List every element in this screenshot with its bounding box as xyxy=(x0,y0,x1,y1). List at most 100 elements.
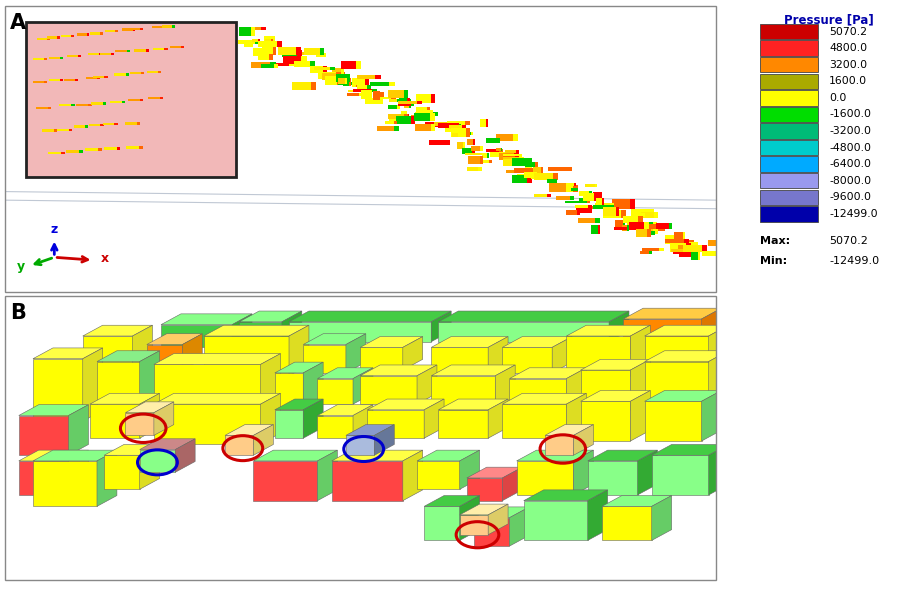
Bar xyxy=(462,121,466,124)
Polygon shape xyxy=(19,405,89,415)
Bar xyxy=(373,91,378,100)
Bar xyxy=(324,77,337,85)
Bar xyxy=(760,140,818,155)
Polygon shape xyxy=(459,515,488,535)
Bar xyxy=(314,67,330,70)
Bar xyxy=(760,157,818,172)
Bar xyxy=(102,102,106,104)
Polygon shape xyxy=(254,425,274,455)
Polygon shape xyxy=(332,461,403,501)
Bar xyxy=(518,154,522,158)
Bar xyxy=(104,75,108,78)
Bar xyxy=(610,203,613,209)
Polygon shape xyxy=(502,348,552,373)
Polygon shape xyxy=(33,450,117,461)
Bar xyxy=(589,191,592,196)
Bar xyxy=(448,125,462,128)
Bar xyxy=(162,25,165,28)
Polygon shape xyxy=(581,370,631,410)
Bar xyxy=(643,213,645,217)
Bar xyxy=(489,160,492,163)
Polygon shape xyxy=(154,365,261,410)
Bar xyxy=(760,107,818,122)
Bar xyxy=(254,48,265,56)
Bar xyxy=(140,28,143,31)
Polygon shape xyxy=(602,507,651,541)
Bar xyxy=(591,226,598,234)
Polygon shape xyxy=(154,402,174,435)
Bar xyxy=(690,250,696,254)
Bar xyxy=(137,122,140,124)
Bar xyxy=(516,156,519,164)
Bar xyxy=(47,38,50,40)
Bar xyxy=(151,25,162,28)
Bar xyxy=(503,159,522,166)
Bar xyxy=(585,184,594,187)
Bar xyxy=(352,82,355,85)
Bar xyxy=(665,239,684,243)
Polygon shape xyxy=(439,322,609,342)
Bar xyxy=(391,97,397,100)
Polygon shape xyxy=(631,391,651,441)
Bar xyxy=(134,49,146,51)
Bar xyxy=(574,183,576,187)
Bar xyxy=(698,252,700,260)
Bar xyxy=(566,183,574,187)
Bar xyxy=(403,99,409,108)
Polygon shape xyxy=(566,336,631,376)
Polygon shape xyxy=(459,450,479,489)
Text: z: z xyxy=(51,223,58,236)
Bar xyxy=(122,28,132,31)
Bar xyxy=(337,77,342,85)
Polygon shape xyxy=(104,445,159,455)
Bar xyxy=(356,74,375,79)
Bar xyxy=(430,124,436,131)
Bar xyxy=(415,112,433,115)
Bar xyxy=(679,251,692,257)
Bar xyxy=(388,105,397,109)
Text: Min:: Min: xyxy=(760,256,787,266)
Bar xyxy=(293,81,311,90)
Polygon shape xyxy=(645,351,728,362)
Bar xyxy=(115,30,118,32)
Bar xyxy=(677,242,693,249)
Bar xyxy=(660,224,665,231)
Bar xyxy=(549,183,566,192)
Bar xyxy=(417,101,422,104)
Bar xyxy=(670,243,686,252)
Bar xyxy=(674,233,683,241)
Bar xyxy=(127,50,130,52)
Bar xyxy=(486,148,498,151)
Bar xyxy=(349,78,351,85)
Bar xyxy=(341,72,345,75)
Bar xyxy=(629,219,637,226)
Bar xyxy=(690,252,698,260)
Bar xyxy=(304,48,320,55)
Bar xyxy=(644,222,649,230)
Text: 5070.2: 5070.2 xyxy=(829,236,868,246)
Polygon shape xyxy=(346,435,374,455)
Bar xyxy=(641,212,654,218)
Bar xyxy=(416,107,427,115)
Polygon shape xyxy=(708,445,728,495)
Bar xyxy=(708,240,727,246)
Bar xyxy=(238,40,255,44)
Bar xyxy=(91,102,102,104)
Polygon shape xyxy=(417,450,479,461)
Bar xyxy=(686,245,688,250)
Text: -8000.0: -8000.0 xyxy=(829,176,871,186)
Bar xyxy=(472,148,475,154)
Bar xyxy=(486,118,487,127)
Polygon shape xyxy=(204,336,289,376)
Bar xyxy=(399,102,410,106)
Bar xyxy=(372,92,381,97)
Bar xyxy=(445,141,449,145)
FancyBboxPatch shape xyxy=(26,22,236,177)
Bar xyxy=(467,167,478,171)
Bar xyxy=(418,115,420,119)
Bar xyxy=(93,75,104,78)
Bar xyxy=(458,133,459,137)
Bar xyxy=(181,46,184,48)
Bar xyxy=(512,175,527,183)
Polygon shape xyxy=(631,325,651,376)
